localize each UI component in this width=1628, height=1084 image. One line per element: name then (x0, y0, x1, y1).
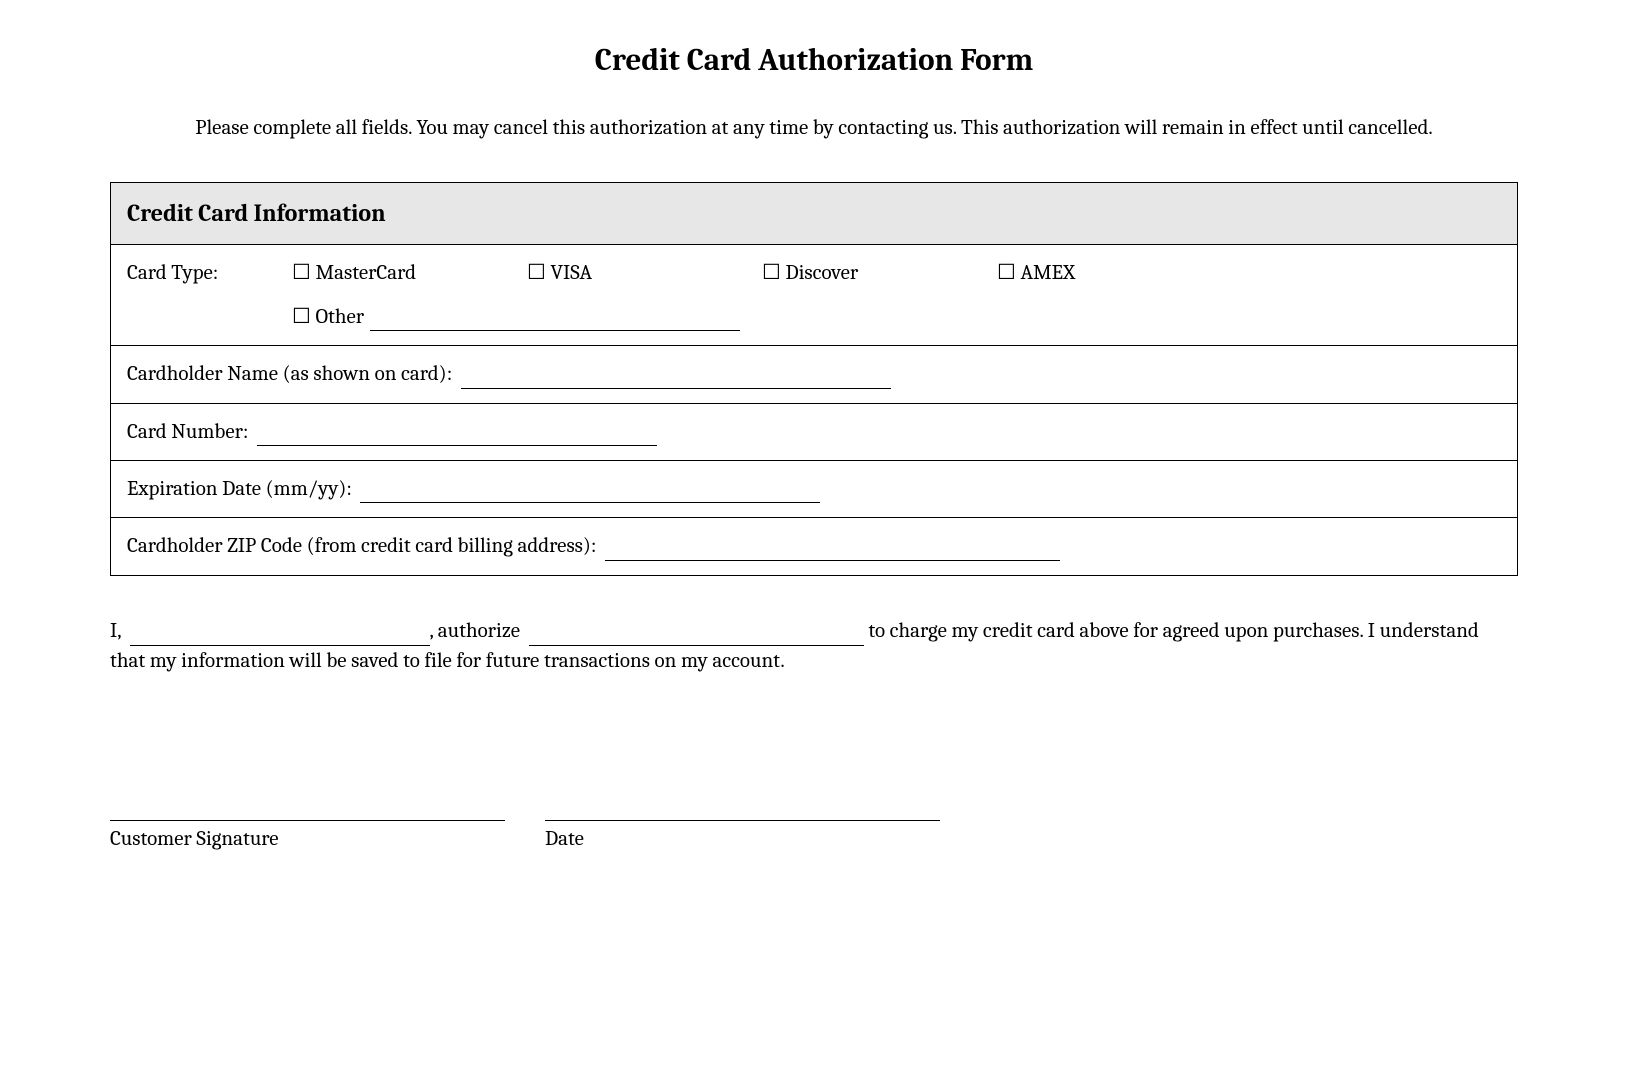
zip-label: Cardholder ZIP Code (from credit card bi… (127, 534, 596, 558)
card-number-blank[interactable] (257, 426, 657, 446)
cardholder-name-blank[interactable] (461, 369, 891, 389)
card-type-row: Card Type: ☐ MasterCard ☐ VISA ☐ Discove… (111, 245, 1517, 347)
form-page: Credit Card Authorization Form Please co… (0, 0, 1628, 913)
option-amex[interactable]: ☐ AMEX (997, 259, 1137, 287)
authorization-statement: I, , authorize to charge my credit card … (110, 616, 1518, 677)
section-header: Credit Card Information (111, 183, 1517, 244)
other-blank-line[interactable] (370, 311, 740, 331)
option-visa[interactable]: ☐ VISA (527, 259, 762, 287)
customer-signature-line[interactable] (110, 797, 505, 821)
card-number-label: Card Number: (127, 420, 248, 444)
customer-signature-block: Customer Signature (110, 797, 505, 853)
customer-signature-label: Customer Signature (110, 825, 505, 853)
zip-row: Cardholder ZIP Code (from credit card bi… (111, 518, 1517, 574)
card-type-label: Card Type: (127, 259, 272, 332)
expiration-row: Expiration Date (mm/yy): (111, 461, 1517, 518)
card-type-line2: ☐ Other (292, 303, 1501, 331)
auth-name-blank[interactable] (130, 626, 430, 646)
card-number-row: Card Number: (111, 404, 1517, 461)
date-block: Date (545, 797, 940, 853)
card-type-options: ☐ MasterCard ☐ VISA ☐ Discover ☐ AMEX ☐ … (292, 259, 1501, 332)
auth-part1: I, (110, 619, 121, 643)
cardholder-name-label: Cardholder Name (as shown on card): (127, 362, 452, 386)
date-label: Date (545, 825, 940, 853)
zip-blank[interactable] (605, 541, 1060, 561)
credit-card-info-table: Credit Card Information Card Type: ☐ Mas… (110, 182, 1518, 575)
expiration-label: Expiration Date (mm/yy): (127, 477, 352, 501)
option-mastercard[interactable]: ☐ MasterCard (292, 259, 527, 287)
option-other[interactable]: ☐ Other (292, 303, 364, 331)
cardholder-name-row: Cardholder Name (as shown on card): (111, 346, 1517, 403)
auth-merchant-blank[interactable] (529, 626, 864, 646)
form-title: Credit Card Authorization Form (110, 40, 1518, 82)
option-discover[interactable]: ☐ Discover (762, 259, 997, 287)
date-line[interactable] (545, 797, 940, 821)
intro-text: Please complete all fields. You may canc… (110, 114, 1518, 142)
expiration-blank[interactable] (360, 483, 820, 503)
signature-row: Customer Signature Date (110, 797, 1518, 853)
card-type-line1: ☐ MasterCard ☐ VISA ☐ Discover ☐ AMEX (292, 259, 1501, 287)
auth-part2: , authorize (430, 619, 521, 643)
